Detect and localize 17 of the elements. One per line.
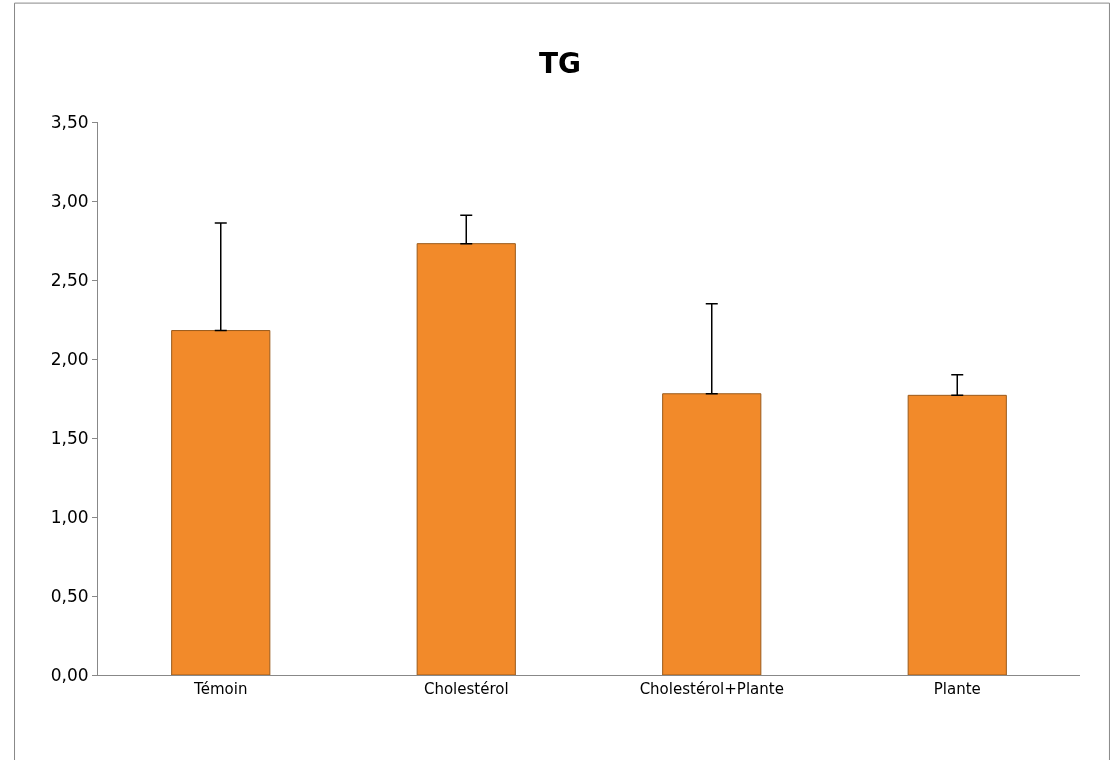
y-tick-label: 1,50 (50, 427, 89, 448)
y-tick-label: 2,50 (50, 269, 89, 290)
bar (662, 393, 762, 675)
y-tick-label: 0,50 (50, 585, 89, 606)
bar (907, 394, 1007, 675)
x-tick-label: Plante (933, 680, 981, 698)
chart-title: TG (538, 46, 582, 80)
bar (416, 243, 516, 675)
x-tick-label: Cholestérol (423, 680, 509, 698)
x-tick-label: Témoin (193, 680, 248, 698)
y-tick-label: 3,00 (50, 190, 89, 211)
y-tick-label: 2,00 (50, 348, 89, 369)
y-tick-label: 1,00 (50, 506, 89, 527)
y-tick-label: 3,50 (50, 111, 89, 132)
x-tick-label: Cholestérol+Plante (639, 680, 784, 698)
bar (171, 330, 271, 675)
y-tick-label: 0,00 (50, 664, 89, 685)
